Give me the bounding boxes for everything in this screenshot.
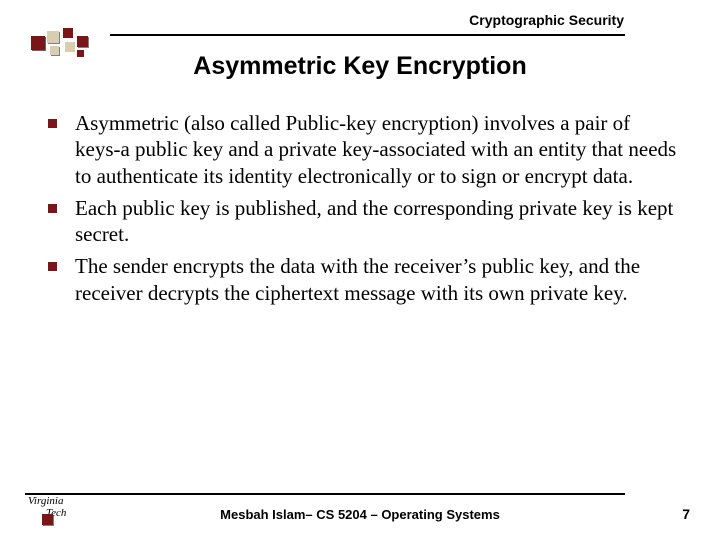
header-topic-label: Cryptographic Security [469,12,624,28]
bullet-text: Asymmetric (also called Public-key encry… [75,111,676,188]
bullet-text: Each public key is published, and the co… [75,196,673,246]
list-item: The sender encrypts the data with the re… [40,253,680,306]
ornament-square [31,36,45,50]
list-item: Asymmetric (also called Public-key encry… [40,110,680,189]
page-number: 7 [682,506,690,522]
ornament-square [47,31,59,43]
ornament-square [77,36,88,47]
footer-credit: Mesbah Islam– CS 5204 – Operating System… [0,507,720,522]
bullet-text: The sender encrypts the data with the re… [75,254,640,304]
bullet-list: Asymmetric (also called Public-key encry… [40,110,680,306]
header-divider [110,34,625,36]
list-item: Each public key is published, and the co… [40,195,680,248]
footer-divider [25,493,625,495]
slide-title: Asymmetric Key Encryption [0,52,720,81]
slide: Cryptographic Security Asymmetric Key En… [0,0,720,540]
slide-body: Asymmetric (also called Public-key encry… [40,110,680,312]
logo-line1: Virginia [28,495,63,507]
ornament-square [65,42,75,52]
ornament-square [63,28,73,38]
slide-header: Cryptographic Security [0,0,720,46]
